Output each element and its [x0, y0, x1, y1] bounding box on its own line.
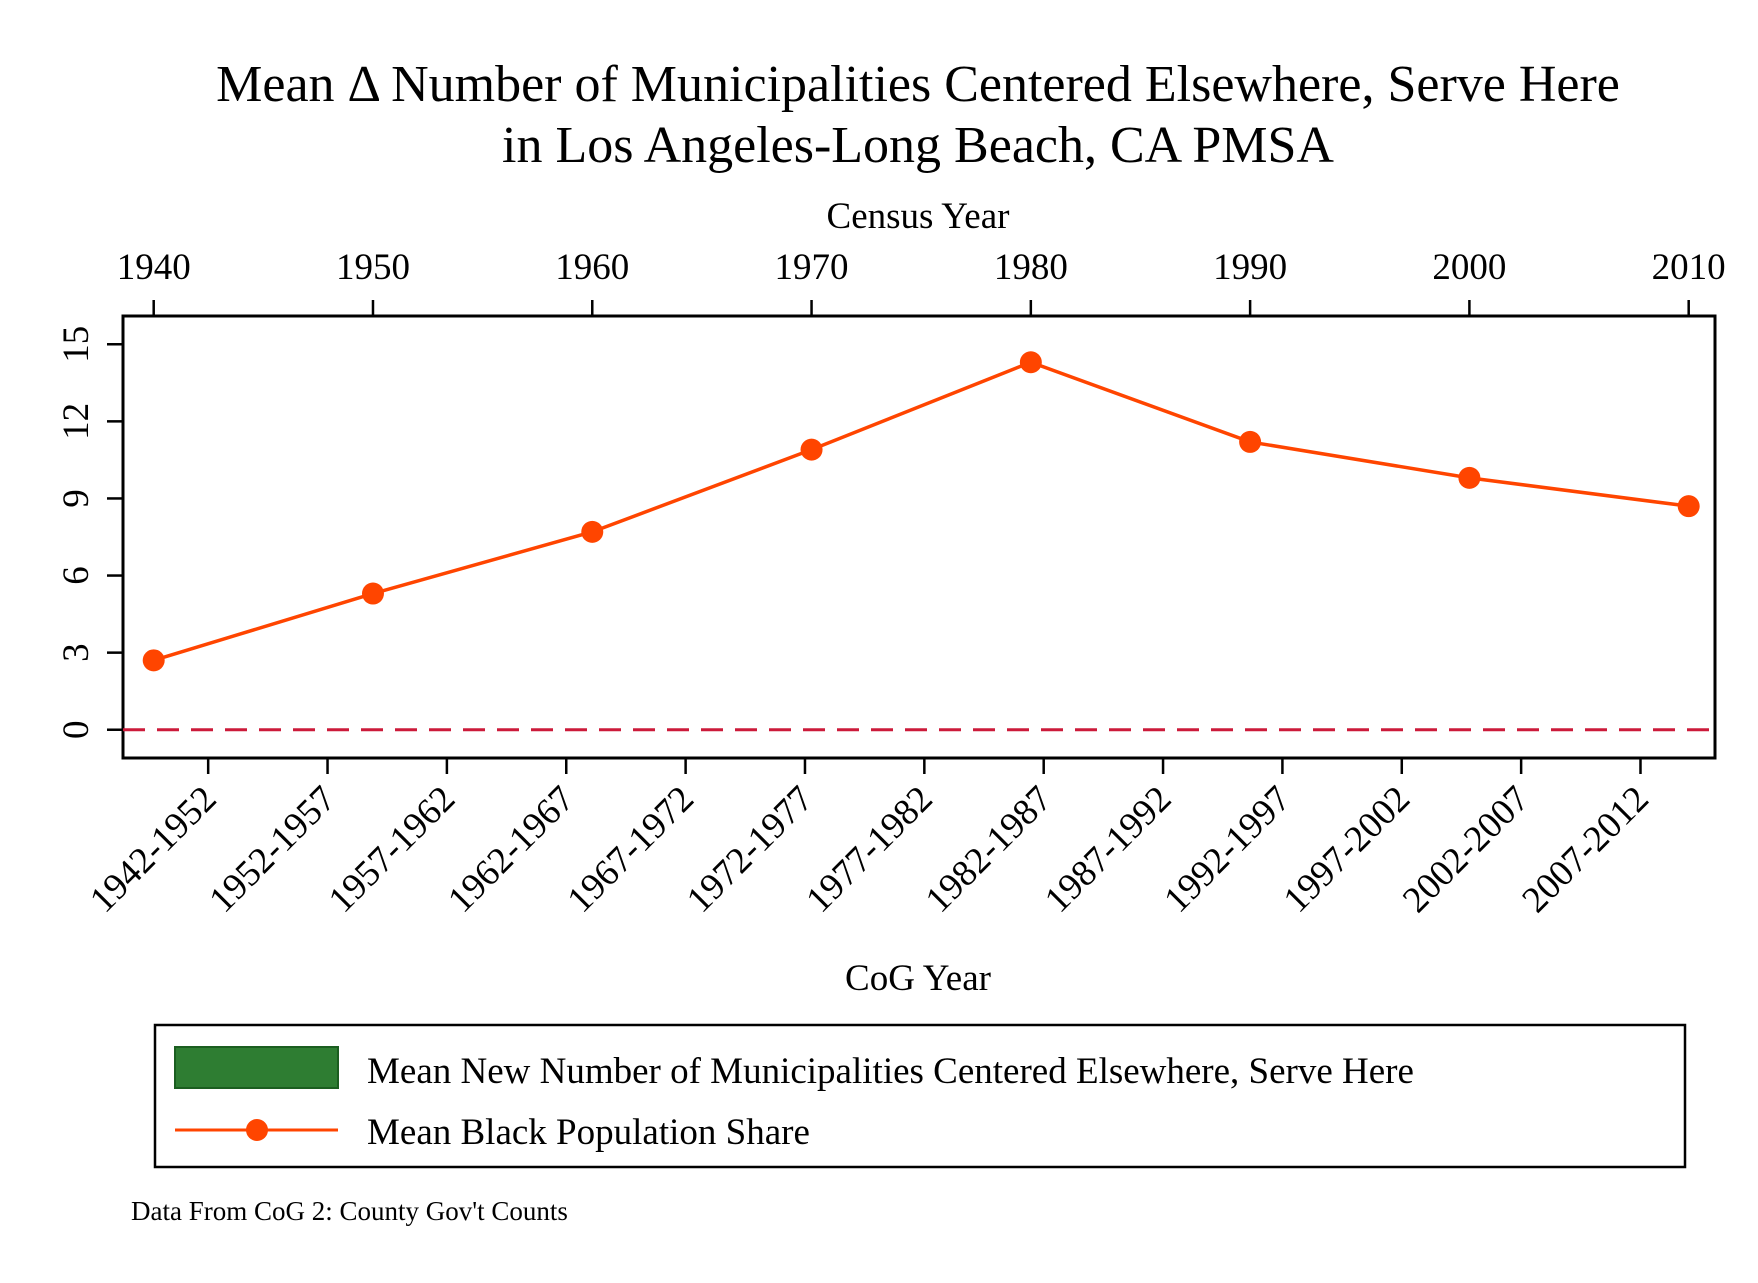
- y-axis-tick-label: 6: [56, 566, 97, 585]
- y-axis-tick-label: 15: [56, 326, 97, 363]
- legend-bar-swatch: [174, 1046, 339, 1089]
- legend-box: [153, 1023, 1687, 1169]
- top-axis-tick-label: 2010: [1652, 247, 1726, 288]
- top-axis-tick-label: 1980: [994, 247, 1068, 288]
- series-line: [153, 360, 1689, 663]
- legend-label-black-share: Mean Black Population Share: [367, 1112, 810, 1153]
- chart-title-line-2: in Los Angeles-Long Beach, CA PMSA: [502, 117, 1334, 174]
- top-axis-tick-label: 1940: [117, 247, 191, 288]
- bottom-axis-tick-label: 1977-1982: [798, 778, 940, 920]
- data-point: [142, 649, 165, 672]
- top-axis-tick-label: 1960: [555, 247, 629, 288]
- y-axis-ticks: 0 3 6 9 12 15: [56, 326, 123, 739]
- top-axis-ticks: 1940 1950 1960 1970 1980 1990 2000 2010: [117, 247, 1726, 316]
- legend-label-municipalities: Mean New Number of Municipalities Center…: [367, 1051, 1414, 1092]
- top-axis-tick-label: 2000: [1432, 247, 1506, 288]
- bottom-axis-tick-label: 1957-1962: [321, 778, 463, 920]
- legend-marker-swatch: [246, 1119, 268, 1141]
- data-point: [1677, 495, 1700, 518]
- top-axis-tick-label: 1990: [1213, 247, 1287, 288]
- bottom-axis-ticks: 1942-19521952-19571957-19621962-19671967…: [82, 758, 1657, 921]
- bottom-axis-tick-label: 1952-1957: [202, 778, 344, 920]
- chart-title-line-1: Mean Δ Number of Municipalities Centered…: [216, 56, 1620, 113]
- y-axis-tick-label: 9: [56, 489, 97, 508]
- bottom-axis-tick-label: 1962-1967: [440, 778, 582, 920]
- bottom-axis-tick-label: 2007-2012: [1514, 778, 1656, 920]
- bottom-axis-tick-label: 1987-1992: [1037, 778, 1179, 920]
- plot-area: [121, 314, 1717, 760]
- bottom-axis-tick-label: 1992-1997: [1156, 778, 1298, 920]
- bottom-axis-tick-label: 1942-1952: [82, 778, 224, 920]
- bottom-axis-tick-label: 1982-1987: [918, 778, 1060, 920]
- data-point: [1019, 351, 1042, 374]
- legend: Mean New Number of Municipalities Center…: [153, 1023, 1687, 1169]
- y-axis-tick-label: 12: [56, 403, 97, 440]
- data-point: [581, 520, 604, 543]
- top-axis-title: Census Year: [827, 196, 1010, 237]
- bottom-axis-tick-label: 1997-2002: [1276, 778, 1418, 920]
- bottom-axis-tick-label: 1972-1977: [679, 778, 821, 920]
- data-point: [1239, 430, 1262, 453]
- bottom-axis-title: CoG Year: [845, 958, 991, 999]
- data-point: [1458, 466, 1481, 489]
- top-axis-tick-label: 1970: [775, 247, 849, 288]
- data-point: [800, 438, 823, 461]
- top-axis-tick-label: 1950: [336, 247, 410, 288]
- data-point: [361, 582, 384, 605]
- y-axis-tick-label: 0: [56, 720, 97, 739]
- series-layer: [142, 351, 1700, 672]
- data-source-note: Data From CoG 2: County Gov't Counts: [131, 1196, 568, 1226]
- y-axis-tick-label: 3: [56, 643, 97, 662]
- bottom-axis-tick-label: 2002-2007: [1395, 778, 1537, 920]
- bottom-axis-tick-label: 1967-1972: [560, 778, 702, 920]
